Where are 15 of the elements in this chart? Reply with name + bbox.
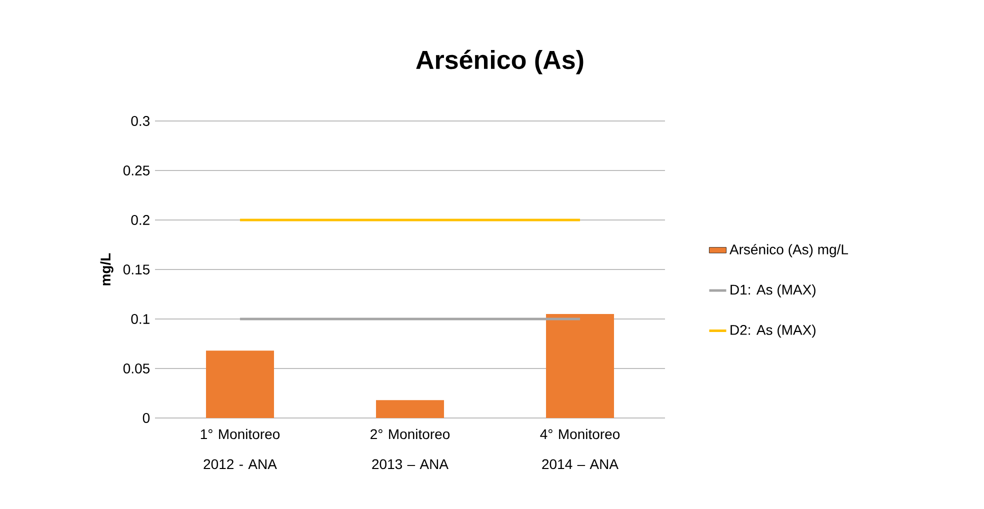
y-tick-label: 0.2: [131, 215, 150, 225]
chart-title: Arsénico (As): [416, 50, 584, 74]
y-tick-label: 0.1: [131, 314, 150, 324]
category-label: 1° Monitoreo 2012 - ANA: [200, 428, 280, 470]
y-tick-label: 0.15: [123, 264, 150, 274]
y-tick-label: 0: [142, 413, 150, 423]
legend-label: Arsénico (As) mg/L: [730, 244, 848, 258]
legend-label: D2: As (MAX): [730, 324, 816, 338]
category-label: 2° Monitoreo 2013 – ANA: [370, 428, 450, 470]
y-axis-title: mg/L: [100, 253, 114, 286]
y-tick-label: 0.3: [131, 116, 150, 126]
legend-label: D1: As (MAX): [730, 284, 816, 298]
y-tick-label: 0.05: [123, 364, 150, 374]
y-tick-label: 0.25: [123, 166, 150, 176]
category-label: 4° Monitoreo 2014 – ANA: [540, 428, 620, 470]
